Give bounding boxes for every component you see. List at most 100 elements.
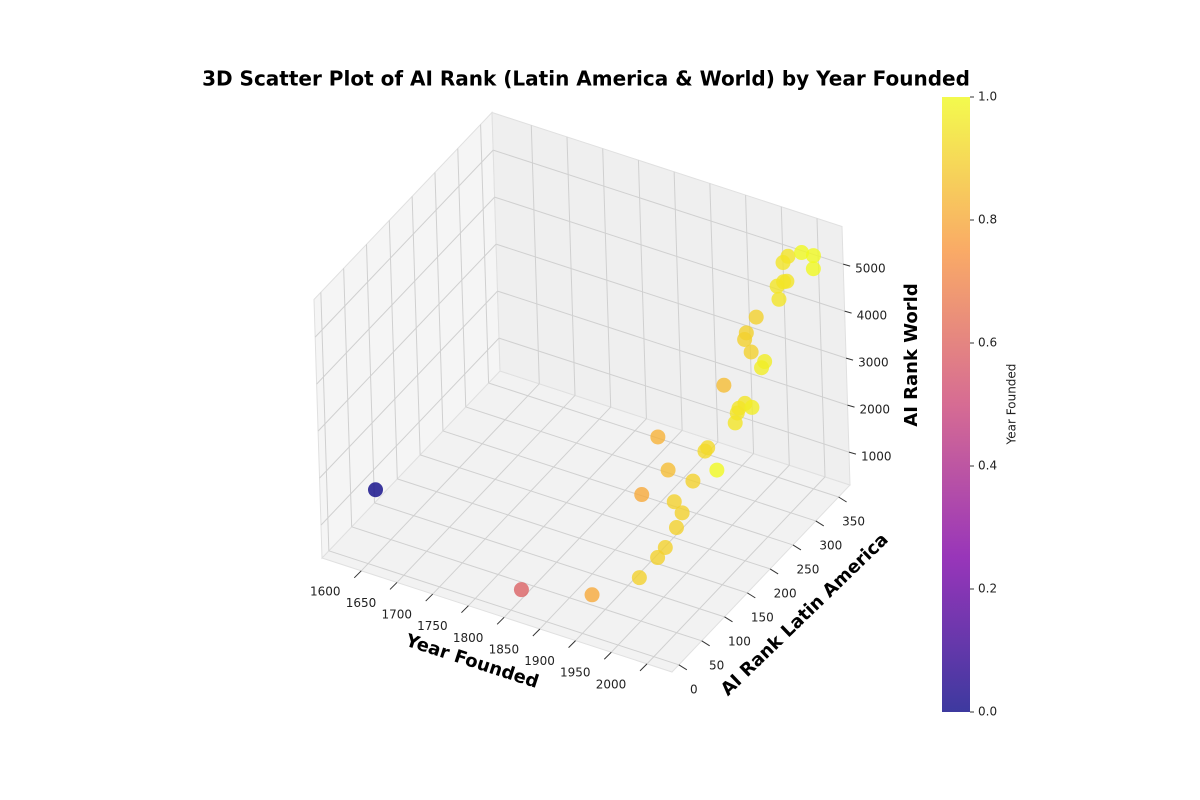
z-tick-label: 5000 bbox=[855, 262, 886, 276]
x-tick bbox=[461, 605, 469, 614]
z-tick-label: 3000 bbox=[858, 356, 889, 370]
y-tick-label: 250 bbox=[796, 562, 819, 576]
point bbox=[513, 582, 529, 598]
y-tick-label: 0 bbox=[690, 682, 698, 696]
x-tick bbox=[603, 651, 612, 660]
x-tick-label: 1600 bbox=[310, 584, 341, 598]
x-tick-label: 1800 bbox=[453, 631, 484, 645]
back-pane bbox=[491, 111, 851, 486]
point bbox=[771, 291, 787, 307]
y-tick bbox=[838, 496, 847, 503]
y-tick bbox=[701, 640, 710, 647]
x-tick-label: 1650 bbox=[346, 596, 377, 610]
x-tick bbox=[425, 593, 434, 602]
point bbox=[634, 487, 650, 503]
grid-line bbox=[397, 478, 748, 594]
point bbox=[367, 482, 383, 498]
grid-line bbox=[388, 220, 398, 479]
grid-line bbox=[602, 148, 612, 408]
point bbox=[805, 248, 821, 264]
y-tick bbox=[678, 664, 688, 671]
grid-line bbox=[434, 172, 444, 431]
grid-line bbox=[442, 430, 794, 546]
y-tick-label: 200 bbox=[774, 586, 797, 600]
ticks: 1600 1650 1700 1750 1800 1850 1900 1950 2000 0 50 1… bbox=[310, 262, 892, 697]
grid-line bbox=[351, 526, 702, 642]
grid-line bbox=[673, 171, 683, 431]
colorbar-tick-label: 0.4 bbox=[978, 459, 997, 473]
x-tick-label: 1700 bbox=[381, 608, 412, 622]
point bbox=[650, 429, 666, 445]
point bbox=[757, 354, 773, 370]
z-tick bbox=[843, 263, 851, 267]
grid-line bbox=[530, 125, 540, 384]
points bbox=[367, 245, 821, 603]
y-tick-label: 100 bbox=[728, 634, 751, 648]
point bbox=[779, 273, 795, 289]
point bbox=[700, 440, 716, 456]
grid-line bbox=[709, 183, 719, 442]
z-tick-label: 4000 bbox=[857, 309, 888, 323]
grid bbox=[314, 124, 850, 666]
grid-line bbox=[365, 244, 375, 503]
point bbox=[666, 494, 682, 510]
x-tick-label: 1950 bbox=[560, 666, 591, 680]
x-tick-label: 2000 bbox=[596, 677, 627, 691]
x-tick bbox=[389, 582, 398, 590]
grid-line bbox=[493, 149, 844, 265]
point bbox=[805, 261, 821, 277]
grid-line bbox=[316, 196, 495, 385]
point bbox=[748, 309, 764, 325]
y-tick bbox=[815, 520, 825, 527]
colorbar-ticks: 0.0 0.2 0.4 0.6 0.8 1.0 bbox=[970, 90, 997, 719]
colorbar-tick-label: 1.0 bbox=[978, 90, 997, 104]
z-tick bbox=[847, 404, 855, 408]
x-tick bbox=[353, 570, 362, 579]
x-tick-label: 1850 bbox=[489, 642, 520, 656]
grid-line bbox=[480, 124, 490, 384]
x-tick-label: 1900 bbox=[524, 654, 555, 668]
point bbox=[743, 344, 759, 360]
colorbar-tick-label: 0.0 bbox=[978, 705, 997, 719]
grid-line bbox=[419, 454, 771, 570]
y-tick bbox=[792, 544, 802, 551]
grid-line bbox=[320, 292, 330, 551]
colorbar bbox=[942, 97, 970, 712]
grid-line bbox=[411, 196, 421, 455]
point bbox=[584, 587, 600, 603]
y-tick-label: 350 bbox=[842, 514, 865, 528]
point bbox=[794, 245, 810, 261]
point bbox=[738, 325, 754, 341]
colorbar-tick-label: 0.6 bbox=[978, 336, 997, 350]
point bbox=[780, 248, 796, 264]
point bbox=[674, 505, 690, 521]
grid-line bbox=[328, 550, 680, 666]
colorbar-label: Year Founded bbox=[1005, 364, 1019, 446]
point bbox=[709, 462, 725, 478]
x-tick-label: 1750 bbox=[417, 619, 448, 633]
colorbar-tick-label: 0.2 bbox=[978, 582, 997, 596]
x-tick bbox=[639, 663, 648, 672]
z-tick bbox=[845, 357, 854, 361]
grid-line bbox=[498, 337, 850, 453]
z-tick bbox=[848, 451, 857, 455]
grid-line bbox=[816, 218, 826, 477]
y-tick-label: 150 bbox=[751, 610, 774, 624]
point bbox=[657, 539, 673, 555]
point bbox=[685, 473, 701, 489]
grid-line bbox=[319, 290, 498, 479]
chart-title: 3D Scatter Plot of AI Rank (Latin Americ… bbox=[202, 67, 970, 91]
point bbox=[744, 399, 760, 415]
y-tick bbox=[747, 592, 756, 599]
z-axis-label: AI Rank World bbox=[901, 283, 922, 426]
z-tick-label: 2000 bbox=[860, 403, 891, 417]
point bbox=[668, 520, 684, 536]
grid-line bbox=[494, 196, 845, 312]
grid-line bbox=[495, 243, 847, 359]
grid-line bbox=[457, 148, 467, 407]
grid-line bbox=[780, 206, 790, 466]
z-tick-label: 1000 bbox=[861, 450, 892, 464]
z-tick bbox=[844, 310, 852, 314]
point bbox=[716, 377, 732, 393]
